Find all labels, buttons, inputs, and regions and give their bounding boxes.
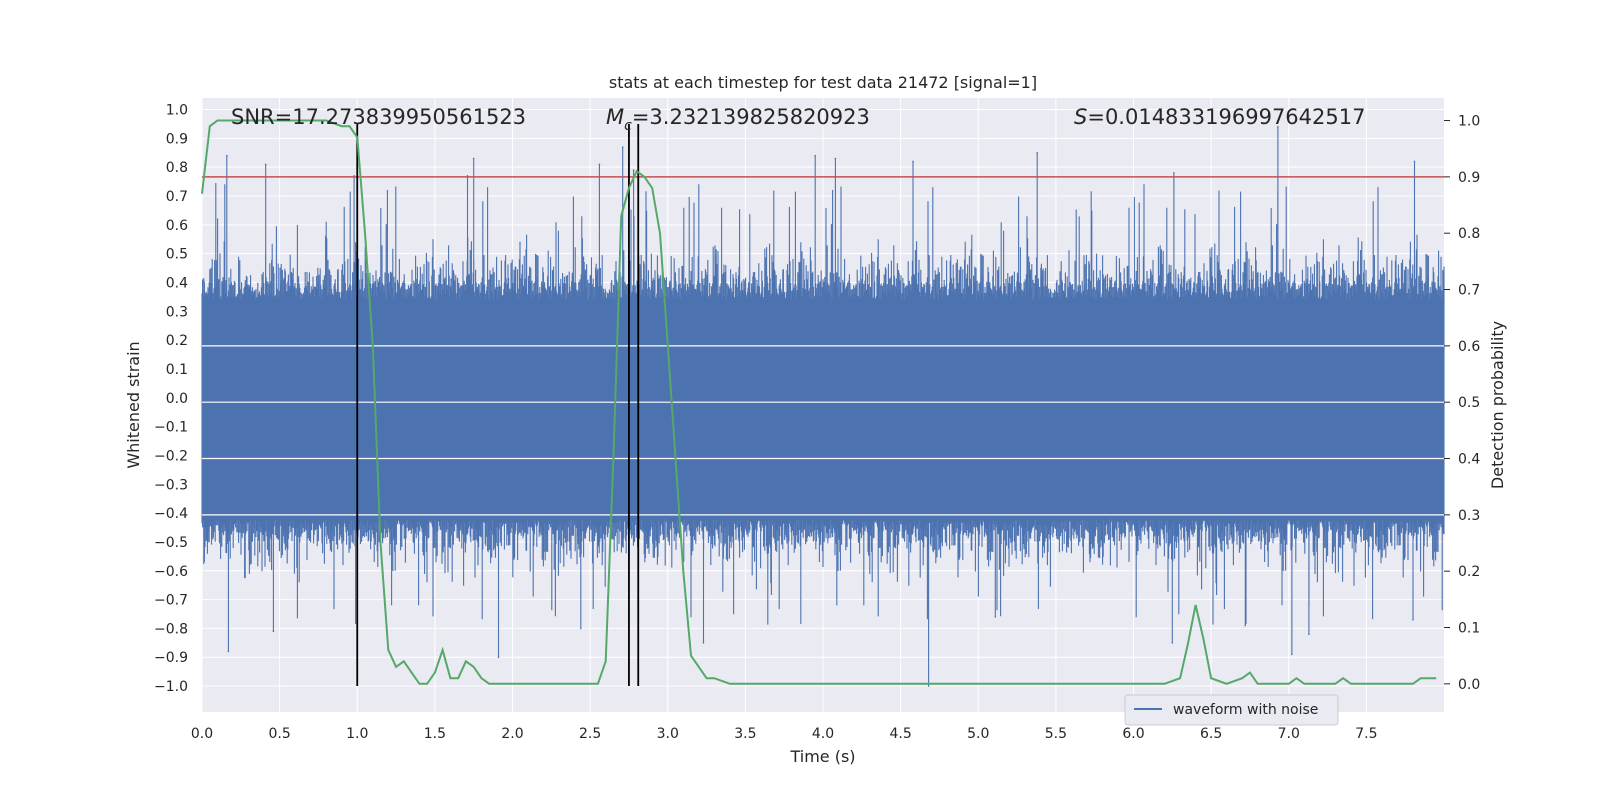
- y-tick-label: −0.4: [154, 506, 188, 522]
- y-tick-label: −0.1: [154, 420, 188, 436]
- y-tick-label: 0.3: [166, 304, 188, 320]
- probability-series: [201, 119, 1437, 685]
- x-tick-label: 7.5: [1355, 726, 1377, 742]
- x-tick-label: 7.0: [1278, 726, 1300, 742]
- x-tick-label: 3.0: [657, 726, 679, 742]
- y-tick-label: 0.4: [166, 275, 188, 291]
- waveform-peak: [472, 157, 475, 160]
- x-tick-label: 1.0: [346, 726, 368, 742]
- waveform-series: [201, 126, 1445, 687]
- x-tick-label: 3.5: [734, 726, 756, 742]
- chirp-mass-symbol: M: [606, 105, 624, 129]
- y2-tick-label: 0.5: [1458, 395, 1480, 411]
- waveform-peak: [1413, 160, 1416, 163]
- y-tick-label: −0.8: [154, 621, 188, 637]
- y-tick-label: 0.2: [166, 333, 188, 349]
- waveform-peak: [621, 146, 624, 148]
- y-tick-label: 0.1: [166, 362, 188, 378]
- x-tick-label: 1.5: [424, 726, 446, 742]
- x-tick-label: 5.5: [1045, 726, 1067, 742]
- y-tick-labels: 1.0 0.9 0.8 0.7 0.6 0.5 0.4 0.3 0.2 0.1 0.0 −0.1 −0.…: [154, 103, 188, 696]
- y2-tick-label: 0.2: [1458, 564, 1480, 580]
- y-tick-label: −0.9: [154, 650, 188, 666]
- y2-tick-label: 0.0: [1458, 677, 1480, 693]
- legend-label: waveform with noise: [1173, 702, 1318, 718]
- x-tick-labels: 0.0 0.5 1.0 1.5 2.0 2.5 3.0 3.5 4.0 4.5 5.0 5.5 6.0 6…: [191, 726, 1378, 742]
- x-tick-label: 4.5: [889, 726, 911, 742]
- x-tick-label: 6.0: [1122, 726, 1144, 742]
- y2-tick-label: 0.4: [1458, 452, 1480, 468]
- x-tick-label: 4.0: [812, 726, 834, 742]
- waveform-trough: [1291, 653, 1293, 656]
- waveform-trough: [994, 616, 997, 618]
- snr-annotation: SNR=17.273839950561523: [231, 105, 526, 129]
- y-tick-label: 1.0: [166, 103, 188, 119]
- x-tick-label: 5.0: [967, 726, 989, 742]
- waveform-peak: [1036, 151, 1039, 154]
- y-tick-label: −0.3: [154, 477, 188, 493]
- waveform-trough: [1244, 624, 1247, 627]
- y-tick-label: 0.9: [166, 131, 188, 147]
- y2-tick-label: 0.3: [1458, 508, 1480, 524]
- waveform-peak: [598, 163, 601, 166]
- y2-tick-label: 0.9: [1458, 170, 1480, 186]
- waveform-peak: [1277, 126, 1279, 128]
- y-tick-label: 0.6: [166, 218, 188, 234]
- waveform-trough: [1171, 642, 1174, 644]
- s-value: =0.014833196997642517: [1087, 105, 1365, 129]
- chirp-mass-subscript: c: [624, 118, 632, 134]
- waveform-trough: [227, 650, 230, 653]
- waveform-trough: [272, 630, 275, 633]
- chart-title: stats at each timestep for test data 214…: [609, 73, 1037, 92]
- y-tick-label: −1.0: [154, 679, 188, 695]
- y2-tick-label: 0.7: [1458, 283, 1480, 299]
- y-tick-label: −0.6: [154, 564, 188, 580]
- waveform-trough: [1412, 618, 1414, 621]
- x-tick-label: 6.5: [1200, 726, 1222, 742]
- y-tick-label: 0.5: [166, 247, 188, 263]
- y2-axis-label: Detection probability: [1488, 321, 1507, 489]
- waveform-peak: [912, 160, 914, 163]
- waveform-trough: [702, 642, 705, 644]
- waveform-peak: [834, 157, 837, 160]
- y-tick-label: −0.2: [154, 448, 188, 464]
- x-tick-label: 0.5: [268, 726, 290, 742]
- waveform-trough: [1308, 633, 1310, 635]
- y-tick-label: −0.5: [154, 535, 188, 551]
- legend-box: [1124, 694, 1339, 726]
- waveform-core: [202, 322, 1444, 496]
- y2-tick-label: 0.8: [1458, 226, 1480, 242]
- chirp-mass-annotation: Mc=3.232139825820923: [606, 105, 870, 134]
- waveform-trough: [580, 627, 582, 630]
- y-tick-label: 0.7: [166, 189, 188, 205]
- x-tick-label: 2.0: [501, 726, 523, 742]
- y2-tick-label: 1.0: [1458, 114, 1480, 130]
- x-axis-label: Time (s): [789, 747, 855, 766]
- waveform-trough: [497, 656, 500, 659]
- waveform-peak: [814, 154, 817, 157]
- s-symbol: S: [1074, 105, 1087, 129]
- x-tick-label: 2.5: [579, 726, 601, 742]
- chirp-mass-value: =3.232139825820923: [632, 105, 870, 129]
- waveform-peak: [264, 163, 267, 166]
- y-axis-label: Whitened strain: [124, 341, 143, 468]
- probability-line: [201, 119, 1437, 685]
- waveform-trough: [927, 685, 930, 687]
- y-tick-label: 0.0: [166, 391, 188, 407]
- s-annotation: S=0.014833196997642517: [1074, 105, 1365, 129]
- y2-tick-labels: 1.0 0.9 0.8 0.7 0.6 0.5 0.4 0.3 0.2 0.1 0.0: [1444, 114, 1480, 693]
- waveform-peak: [1173, 172, 1175, 174]
- y2-tick-label: 0.1: [1458, 621, 1480, 637]
- y2-tick-label: 0.6: [1458, 339, 1480, 355]
- x-tick-label: 0.0: [191, 726, 213, 742]
- vertical-lines: [356, 123, 640, 687]
- waveform-peak: [226, 154, 228, 157]
- y-tick-label: −0.7: [154, 593, 188, 609]
- waveform-peak: [632, 169, 635, 171]
- legend: waveform with noise: [1124, 694, 1339, 726]
- y-tick-label: 0.8: [166, 160, 188, 176]
